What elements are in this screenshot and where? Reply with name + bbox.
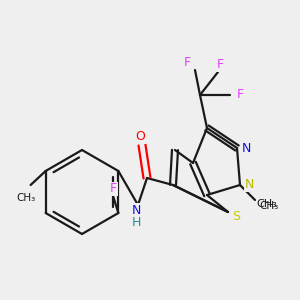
Text: F: F: [216, 58, 224, 71]
Text: H: H: [131, 215, 141, 229]
Text: CH₃: CH₃: [256, 199, 278, 209]
Text: F: F: [110, 182, 117, 196]
Text: CH₃: CH₃: [16, 193, 35, 203]
Text: S: S: [232, 209, 240, 223]
Text: F: F: [236, 88, 244, 101]
Text: N: N: [131, 203, 141, 217]
Text: CH₃: CH₃: [259, 201, 278, 211]
Text: O: O: [135, 130, 145, 143]
Text: N: N: [244, 178, 254, 191]
Text: F: F: [183, 56, 190, 70]
Text: N: N: [241, 142, 251, 154]
